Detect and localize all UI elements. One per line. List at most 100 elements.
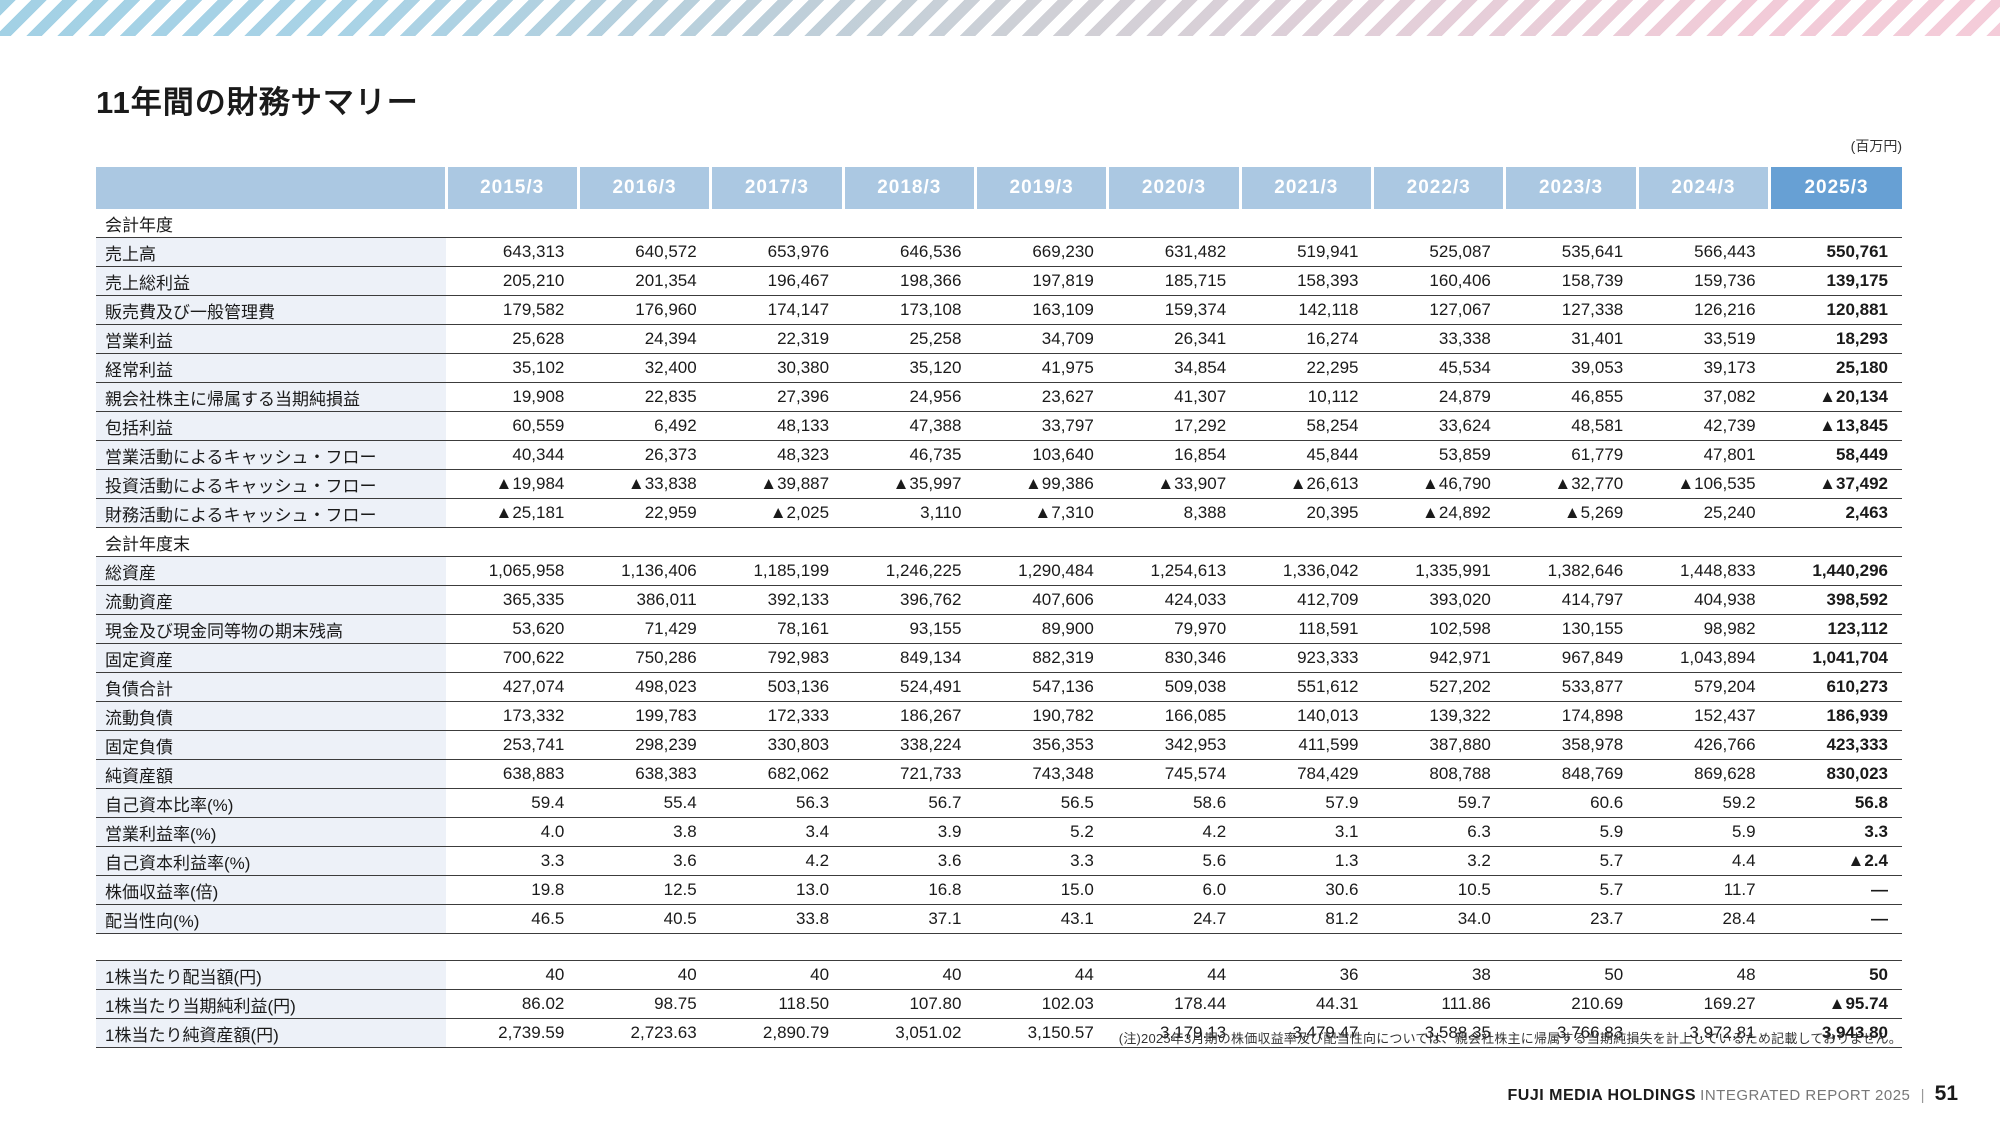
value-cell: 33,519	[1637, 324, 1770, 354]
value-cell: 59.2	[1637, 788, 1770, 818]
value-cell: 423,333	[1769, 730, 1902, 760]
year-column-header: 2019/3	[973, 167, 1108, 209]
value-cell: 33,338	[1372, 324, 1505, 354]
value-cell: 190,782	[975, 701, 1108, 731]
value-cell: 631,482	[1107, 237, 1241, 267]
section-label: 会計年度	[96, 209, 1902, 238]
value-cell: 4.4	[1637, 846, 1770, 876]
value-cell: 2,463	[1769, 498, 1902, 528]
row-label: 売上高	[96, 237, 446, 267]
value-cell: 10.5	[1372, 875, 1505, 905]
value-cell: 1,065,958	[446, 556, 579, 586]
value-cell: 166,085	[1107, 701, 1241, 731]
table-row: 総資産 1,065,958 1,136,406 1,185,199 1,246,225 1…	[96, 556, 1902, 586]
value-cell: 1,246,225	[843, 556, 976, 586]
value-cell: 35,120	[843, 353, 976, 383]
value-cell: 48,133	[710, 411, 844, 441]
value-cell: ▲39,887	[710, 469, 844, 499]
value-cell: 198,366	[843, 266, 976, 296]
value-cell: 519,941	[1240, 237, 1373, 267]
value-cell: 4.0	[446, 817, 579, 847]
value-cell: 35,102	[446, 353, 579, 383]
value-cell: 163,109	[975, 295, 1108, 325]
value-cell: ▲35,997	[843, 469, 976, 499]
value-cell: 3.3	[975, 846, 1108, 876]
value-cell: 25,240	[1637, 498, 1770, 528]
value-cell: 81.2	[1240, 904, 1373, 934]
row-label: 総資産	[96, 556, 446, 586]
value-cell: 22,835	[578, 382, 711, 412]
value-cell: 1,043,894	[1637, 643, 1770, 673]
value-cell: 186,267	[843, 701, 976, 731]
year-column-header: 2018/3	[841, 167, 976, 209]
value-cell: 5.9	[1637, 817, 1770, 847]
value-cell: 44	[975, 960, 1108, 990]
value-cell: 3,110	[843, 498, 976, 528]
value-cell: ▲24,892	[1372, 498, 1505, 528]
value-cell: 396,762	[843, 585, 976, 615]
value-cell: 1,041,704	[1769, 643, 1902, 673]
value-cell: 30.6	[1240, 875, 1373, 905]
value-cell: 16,854	[1107, 440, 1241, 470]
row-label: 投資活動によるキャッシュ・フロー	[96, 469, 446, 499]
value-cell: 98,982	[1637, 614, 1770, 644]
corner-header-cell	[96, 167, 446, 209]
value-cell: 46.5	[446, 904, 579, 934]
value-cell: 387,880	[1372, 730, 1505, 760]
value-cell: 338,224	[843, 730, 976, 760]
value-cell: 398,592	[1769, 585, 1902, 615]
value-cell: 2,890.79	[710, 1018, 844, 1048]
value-cell: 550,761	[1769, 237, 1902, 267]
value-cell: 849,134	[843, 643, 976, 673]
value-cell: 404,938	[1637, 585, 1770, 615]
row-label: 営業利益率(%)	[96, 817, 446, 847]
value-cell: 525,087	[1372, 237, 1505, 267]
row-label: 1株当たり当期純利益(円)	[96, 989, 446, 1019]
value-cell: 721,733	[843, 759, 976, 789]
value-cell: 33,797	[975, 411, 1108, 441]
value-cell: 43.1	[975, 904, 1108, 934]
value-cell: 58,254	[1240, 411, 1373, 441]
year-column-header: 2022/3	[1371, 167, 1505, 209]
table-row: 株価収益率(倍) 19.8 12.5 13.0 16.8 15.0 6.0 30.6 10.5 5…	[96, 875, 1902, 905]
table-row: 販売費及び一般管理費 179,582 176,960 174,147 173,108 16…	[96, 295, 1902, 325]
row-label: 包括利益	[96, 411, 446, 441]
table-row: 純資産額 638,883 638,383 682,062 721,733 743,348 7…	[96, 759, 1902, 789]
value-cell: 3.6	[578, 846, 711, 876]
value-cell: 3.1	[1240, 817, 1373, 847]
value-cell: 185,715	[1107, 266, 1241, 296]
value-cell: 30,380	[710, 353, 844, 383]
value-cell: 2,739.59	[446, 1018, 579, 1048]
value-cell: 44.31	[1240, 989, 1373, 1019]
value-cell: 18,293	[1769, 324, 1902, 354]
value-cell: 50	[1504, 960, 1638, 990]
value-cell: 579,204	[1637, 672, 1770, 702]
value-cell: 23.7	[1504, 904, 1638, 934]
value-cell: 3,766.83	[1504, 1018, 1638, 1048]
value-cell: 3,972.81	[1637, 1018, 1770, 1048]
row-label: 流動資産	[96, 585, 446, 615]
year-column-header-current: 2025/3	[1768, 167, 1902, 209]
value-cell: 50	[1769, 960, 1902, 990]
value-cell: ▲20,134	[1769, 382, 1902, 412]
value-cell: 27,396	[710, 382, 844, 412]
value-cell: 426,766	[1637, 730, 1770, 760]
value-cell: 120,881	[1769, 295, 1902, 325]
value-cell: 24,956	[843, 382, 976, 412]
value-cell: 140,013	[1240, 701, 1373, 731]
value-cell: 40.5	[578, 904, 711, 934]
value-cell: 1,290,484	[975, 556, 1108, 586]
value-cell: ▲2.4	[1769, 846, 1902, 876]
row-label: 営業活動によるキャッシュ・フロー	[96, 440, 446, 470]
value-cell: 923,333	[1240, 643, 1373, 673]
value-cell: 784,429	[1240, 759, 1373, 789]
table-row: 経常利益 35,102 32,400 30,380 35,120 41,975 34,854…	[96, 353, 1902, 383]
table-row: 営業活動によるキャッシュ・フロー 40,344 26,373 48,323 46,735…	[96, 440, 1902, 470]
value-cell: 201,354	[578, 266, 711, 296]
value-cell: 1,254,613	[1107, 556, 1241, 586]
value-cell: 56.7	[843, 788, 976, 818]
value-cell: ▲46,790	[1372, 469, 1505, 499]
value-cell: 93,155	[843, 614, 976, 644]
value-cell: 16.8	[843, 875, 976, 905]
value-cell: 158,739	[1504, 266, 1638, 296]
